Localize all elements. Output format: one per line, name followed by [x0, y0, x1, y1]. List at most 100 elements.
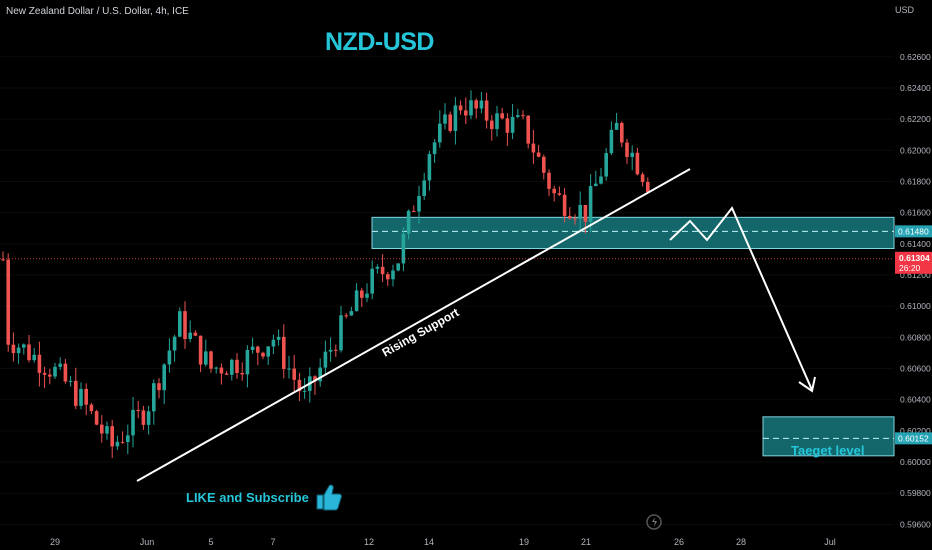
- candle-body: [630, 152, 634, 157]
- candle-body: [557, 193, 562, 195]
- candle-body: [22, 344, 26, 348]
- resistance-zone: [371, 216, 895, 250]
- candle-body: [406, 210, 411, 234]
- candle-body: [37, 354, 42, 373]
- candle-body: [68, 380, 73, 382]
- candle-body: [505, 118, 510, 133]
- candle-body: [297, 379, 302, 392]
- candle-body: [526, 115, 530, 144]
- current-price-value: 0.61304: [899, 253, 930, 263]
- candle-body: [640, 174, 645, 182]
- candle-body: [58, 363, 62, 367]
- y-tick-label: 0.61000: [900, 301, 931, 311]
- candle-body: [484, 100, 489, 121]
- candle-body: [495, 113, 499, 130]
- y-tick-label: 0.60400: [900, 395, 931, 405]
- candle-body: [287, 368, 291, 370]
- resistance-zone-label: 0.61480: [898, 226, 929, 236]
- candle-body: [386, 274, 390, 280]
- thumbs-up-icon: [316, 484, 342, 511]
- candle-body: [438, 123, 442, 143]
- target-zone: [762, 416, 895, 457]
- current-price-badge: [895, 251, 932, 274]
- candle-body: [48, 374, 52, 377]
- candle-body: [224, 373, 229, 375]
- candle-body: [42, 372, 47, 375]
- candle-body: [578, 204, 582, 219]
- x-tick-label: 28: [736, 537, 746, 547]
- candle-body: [136, 409, 140, 411]
- candle-body: [240, 372, 244, 375]
- candle-body: [521, 115, 525, 117]
- candle-body: [282, 336, 286, 370]
- candle-body: [74, 380, 78, 406]
- candle-body: [646, 181, 650, 192]
- candle-body: [209, 351, 213, 369]
- x-tick-label: 19: [519, 537, 529, 547]
- candle-body: [235, 359, 239, 373]
- candle-body: [536, 152, 541, 157]
- candle-body: [245, 349, 250, 375]
- y-tick-label: 0.62600: [900, 52, 931, 62]
- candle-body: [453, 105, 458, 131]
- y-tick-label: 0.61400: [900, 239, 931, 249]
- x-tick-label: 14: [424, 537, 434, 547]
- candle-body: [178, 311, 182, 337]
- candle-body: [490, 120, 494, 130]
- candle-body: [370, 268, 374, 294]
- candle-body: [500, 113, 504, 119]
- candle-body: [89, 404, 94, 412]
- candle-body: [219, 367, 224, 374]
- price-axis[interactable]: 0.62600 0.62400 0.62200 0.62000 0.61800 0.616…: [895, 52, 932, 530]
- candle-body: [157, 383, 161, 391]
- candle-body: [412, 210, 416, 212]
- x-tick-label: 29: [50, 537, 60, 547]
- candle-body: [443, 114, 447, 124]
- candle-body: [552, 188, 556, 194]
- candle-body: [110, 426, 114, 447]
- rising-support-line: [136, 168, 691, 482]
- candle-body: [1, 259, 5, 261]
- candle-body: [614, 122, 619, 130]
- candle-body: [183, 311, 187, 340]
- candle-body: [583, 204, 588, 222]
- candle-body: [573, 218, 577, 220]
- candle-body: [250, 346, 255, 350]
- candle-body: [469, 100, 473, 116]
- candle-body: [588, 186, 593, 222]
- candle-body: [365, 293, 369, 298]
- candle-body: [172, 336, 177, 351]
- target-level-label: Taeget level: [791, 443, 865, 458]
- candle-body: [292, 368, 296, 380]
- x-tick-label: 5: [208, 537, 213, 547]
- candle-body: [531, 143, 536, 153]
- candle-body: [635, 152, 640, 175]
- y-tick-label: 0.62200: [900, 114, 931, 124]
- chart-title: NZD-USD: [325, 28, 435, 56]
- candle-body: [313, 376, 317, 382]
- candle-body: [609, 129, 614, 154]
- candle-body: [100, 424, 104, 434]
- candle-body: [396, 263, 400, 271]
- y-tick-label: 0.60600: [900, 364, 931, 374]
- y-tick-label: 0.62400: [900, 83, 931, 93]
- projection-path: [669, 206, 813, 391]
- x-tick-label: 12: [364, 537, 374, 547]
- candle-body: [448, 114, 452, 131]
- candle-body: [11, 344, 16, 354]
- candle-body: [458, 105, 463, 111]
- candle-body: [256, 346, 260, 353]
- candle-body: [271, 339, 276, 347]
- x-tick-label: Jun: [140, 537, 155, 547]
- time-axis[interactable]: 29 Jun 5 7 12 14 19 21 26 28 Jul: [50, 514, 836, 547]
- candle-body: [193, 332, 198, 336]
- like-subscribe-text: LIKE and Subscribe: [186, 489, 309, 505]
- candle-body: [604, 153, 608, 177]
- target-zone-label: 0.60152: [898, 433, 929, 443]
- current-price-countdown: 26:20: [899, 263, 921, 273]
- y-tick-label: 0.62000: [900, 145, 931, 155]
- candle-body: [198, 335, 203, 365]
- candle-body: [188, 332, 192, 340]
- candle-body: [16, 347, 21, 354]
